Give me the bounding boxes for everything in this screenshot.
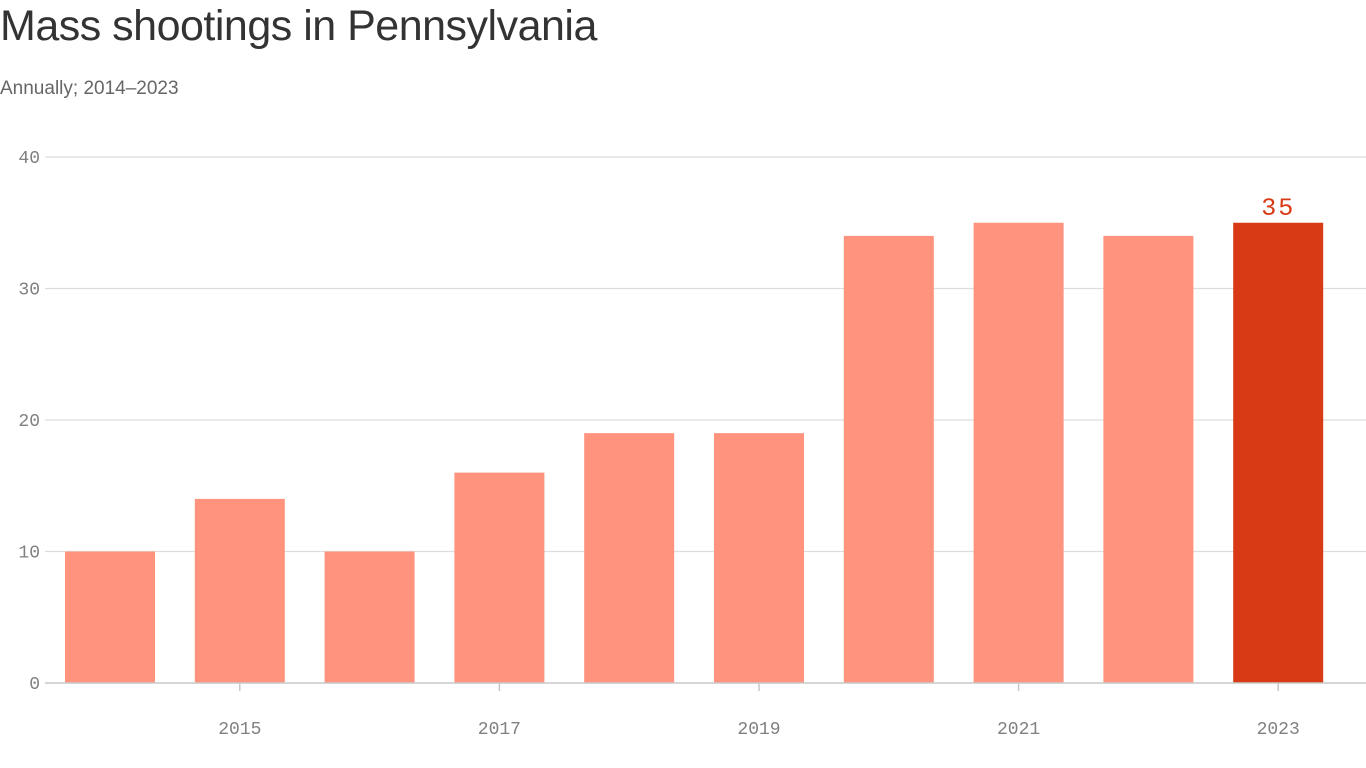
x-tick-label-2019: 2019 — [737, 720, 780, 740]
bar-2014 — [65, 551, 155, 683]
x-tick-label-2017: 2017 — [478, 720, 521, 740]
y-tick-label-40: 40 — [18, 149, 40, 169]
y-tick-label-0: 0 — [29, 675, 40, 695]
y-tick-label-10: 10 — [18, 544, 40, 564]
y-tick-label-20: 20 — [18, 412, 40, 432]
bar-2021 — [973, 222, 1064, 683]
x-tick-label-2015: 2015 — [218, 720, 261, 740]
bar-2020 — [843, 235, 934, 683]
bar-2023 — [1233, 222, 1324, 683]
bar-layer — [65, 222, 1324, 683]
bar-2016 — [324, 551, 415, 683]
axis-layer: 0 10 20 30 40 2015 2017 2019 2021 2023 — [18, 149, 1366, 740]
chart-subtitle: Annually; 2014–2023 — [0, 78, 179, 99]
bar-2018 — [584, 433, 675, 683]
bar-2015 — [194, 498, 285, 683]
bar-2017 — [454, 472, 545, 683]
y-tick-label-30: 30 — [18, 281, 40, 301]
x-tick-label-2023: 2023 — [1257, 720, 1300, 740]
bar-2019 — [714, 433, 804, 683]
x-tick-label-2021: 2021 — [997, 720, 1040, 740]
value-label-2023: 35 — [1261, 194, 1295, 223]
label-layer: 35 — [1261, 194, 1295, 223]
bar-2022 — [1103, 235, 1194, 683]
chart-title: Mass shootings in Pennsylvania — [0, 2, 597, 50]
